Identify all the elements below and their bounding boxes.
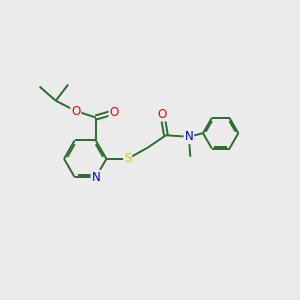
Text: N: N [184,130,193,143]
Text: O: O [71,104,80,118]
Text: N: N [92,171,100,184]
Text: S: S [124,152,131,165]
Text: O: O [158,108,167,121]
Text: O: O [110,106,119,119]
